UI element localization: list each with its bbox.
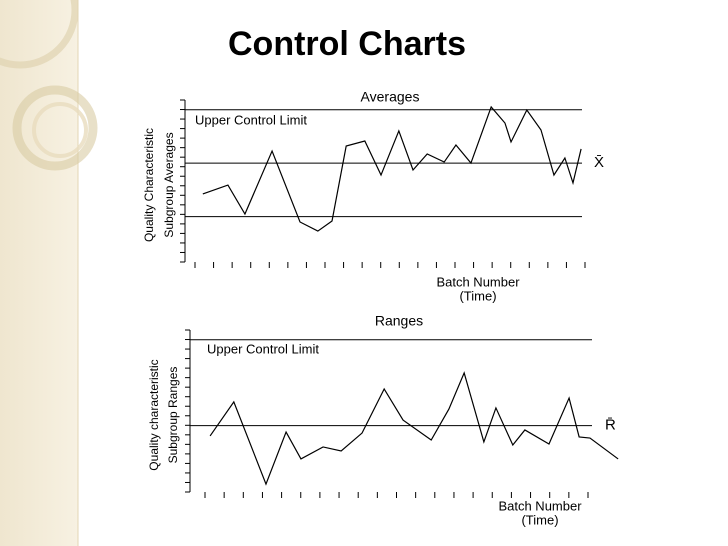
control-label: X̄ xyxy=(594,154,604,171)
control-label: R̄ xyxy=(605,417,616,434)
y-axis-label: Quality characteristic xyxy=(147,359,161,470)
chart-title: Averages xyxy=(361,89,420,105)
chart-title: Ranges xyxy=(375,313,423,329)
x-axis-label: Batch Number xyxy=(498,498,582,513)
side-band xyxy=(0,0,78,546)
x-axis-label: (Time) xyxy=(459,288,496,303)
deco-circle xyxy=(32,102,88,158)
x-axis-label: Batch Number xyxy=(436,274,520,289)
x-axis-label: (Time) xyxy=(521,512,558,527)
control-label: Upper Control Limit xyxy=(195,112,307,127)
y-axis-label: Subgroup Averages xyxy=(162,132,176,237)
deco-circle xyxy=(0,0,79,69)
slide-title: Control Charts xyxy=(228,25,466,63)
y-axis-label: Subgroup Ranges xyxy=(166,367,180,464)
control-label: Upper Control Limit xyxy=(207,341,319,356)
y-axis-label: Quality Characteristic xyxy=(142,128,156,242)
data-line xyxy=(202,105,582,232)
deco-circle xyxy=(12,85,98,171)
data-line xyxy=(209,371,619,486)
